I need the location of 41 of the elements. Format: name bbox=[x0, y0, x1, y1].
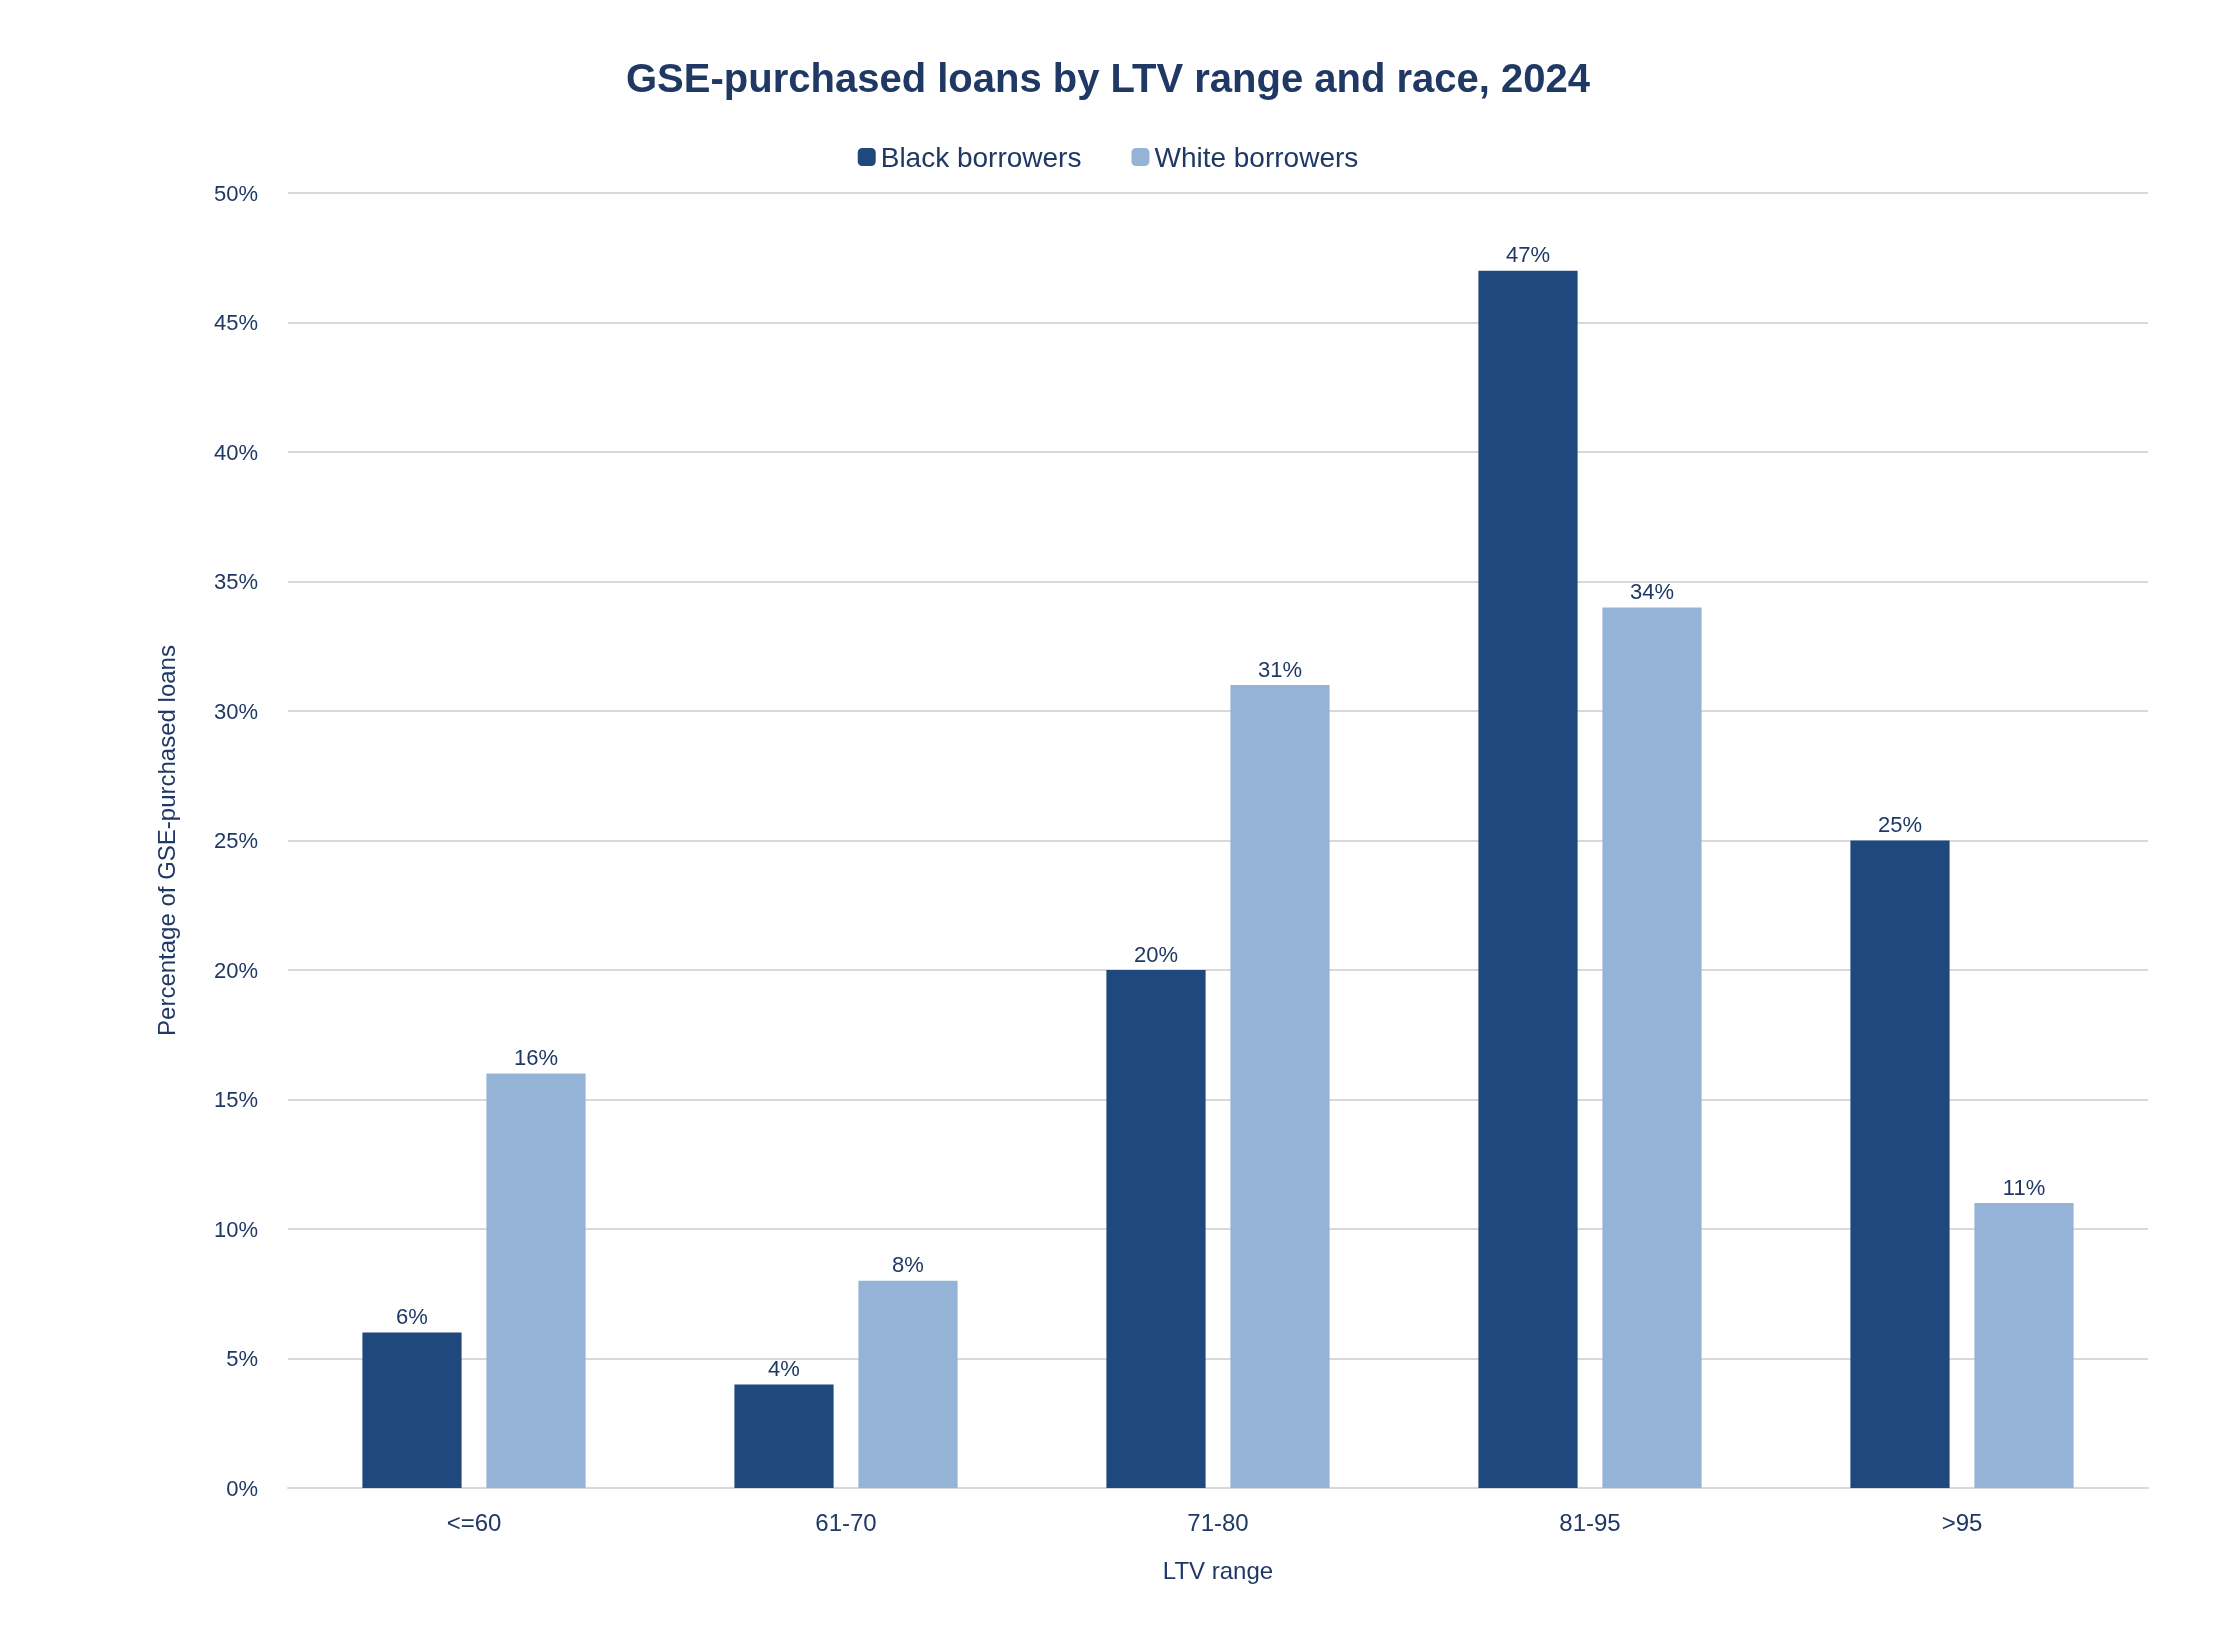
legend-label: White borrowers bbox=[1154, 141, 1359, 173]
data-label: 20% bbox=[1133, 941, 1179, 967]
bar bbox=[734, 1384, 834, 1488]
y-tick-label: 0% bbox=[226, 1475, 258, 1501]
bar bbox=[1850, 840, 1950, 1488]
y-tick-label: 5% bbox=[226, 1346, 258, 1371]
bar bbox=[1974, 1203, 2074, 1488]
bar bbox=[1230, 685, 1330, 1488]
x-tick-label: 61-70 bbox=[815, 1508, 877, 1536]
data-label: 31% bbox=[1257, 656, 1303, 682]
y-tick-label: 45% bbox=[213, 310, 258, 335]
y-tick-label: 50% bbox=[213, 180, 258, 206]
x-axis-title: LTV range bbox=[1162, 1556, 1274, 1584]
y-tick-label: 10% bbox=[213, 1216, 258, 1242]
data-label: 6% bbox=[396, 1304, 428, 1330]
data-label: 25% bbox=[1877, 812, 1923, 837]
x-tick-label: <=60 bbox=[446, 1508, 502, 1536]
data-label: 47% bbox=[1505, 242, 1551, 268]
bar bbox=[1478, 270, 1578, 1488]
bar bbox=[1106, 970, 1206, 1488]
bar bbox=[1602, 607, 1702, 1488]
data-label: 11% bbox=[2002, 1174, 2046, 1200]
x-tick-label: 71-80 bbox=[1187, 1508, 1249, 1536]
y-axis-title: Percentage of GSE-purchased loans bbox=[152, 645, 180, 1036]
data-label: 16% bbox=[513, 1045, 559, 1071]
x-tick-label: >95 bbox=[1941, 1508, 1983, 1536]
y-tick-label: 35% bbox=[213, 569, 258, 594]
bar bbox=[486, 1073, 586, 1488]
bar bbox=[362, 1332, 462, 1488]
data-label: 34% bbox=[1629, 578, 1675, 604]
y-tick-label: 20% bbox=[213, 957, 258, 983]
bar bbox=[858, 1280, 958, 1488]
x-tick-label: 81-95 bbox=[1559, 1508, 1621, 1536]
data-label: 4% bbox=[768, 1355, 800, 1381]
legend-label: Black borrowers bbox=[880, 141, 1082, 173]
chart-title: GSE-purchased loans by LTV range and race, 2024 bbox=[625, 56, 1591, 100]
y-tick-label: 25% bbox=[213, 828, 258, 853]
y-tick-label: 40% bbox=[213, 439, 258, 465]
y-tick-label: 15% bbox=[213, 1087, 258, 1112]
y-tick-label: 30% bbox=[213, 698, 258, 724]
data-label: 8% bbox=[892, 1252, 924, 1278]
